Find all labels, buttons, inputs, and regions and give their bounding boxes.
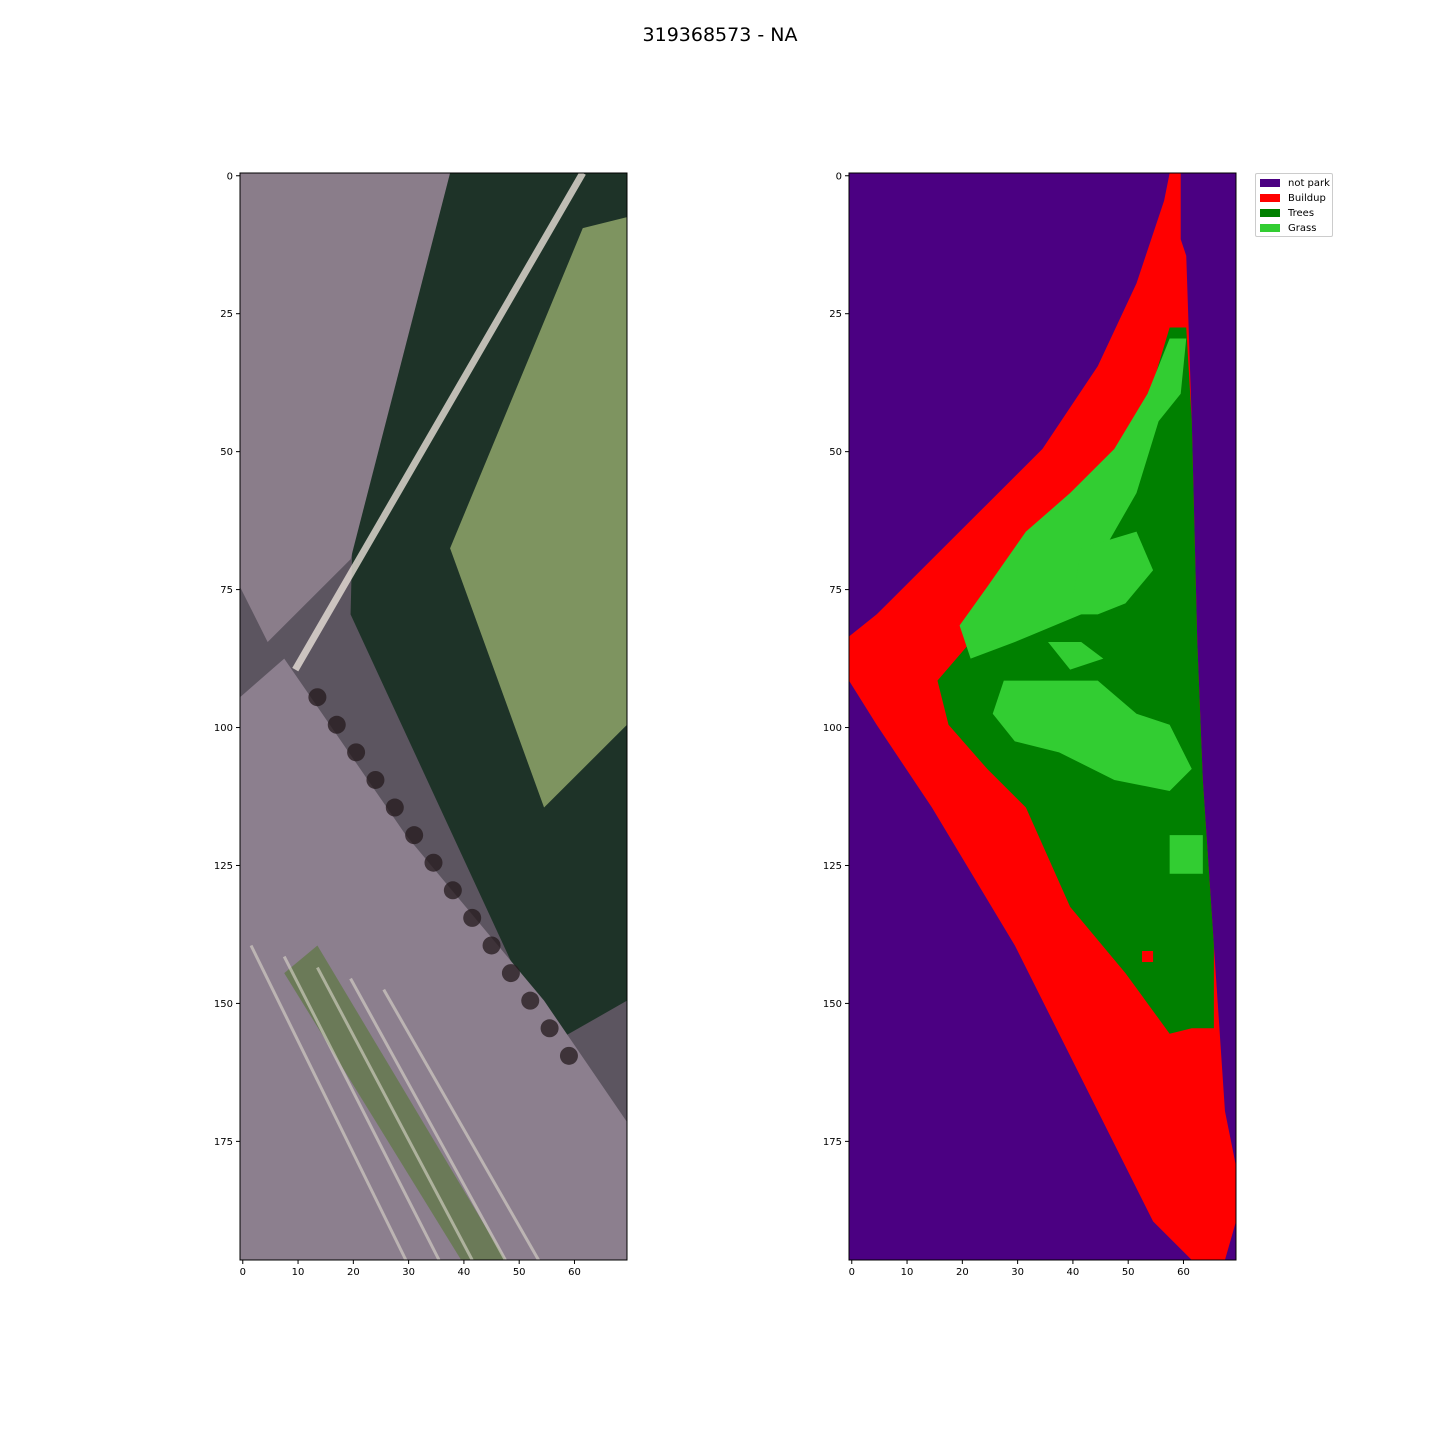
rgb-band-dark-strip <box>284 945 506 1260</box>
mask-y-tick-label: 150 <box>823 999 842 1010</box>
legend-swatch-buildup <box>1260 194 1280 202</box>
rgb-axes-frame <box>239 172 628 1261</box>
rgb-road-stripe <box>349 977 507 1260</box>
mask-y-tick-label: 75 <box>829 585 842 596</box>
rgb-road-stripe <box>282 955 441 1260</box>
rgb-tree-shadow <box>501 964 520 983</box>
mask-x-tick-label: 20 <box>956 1267 969 1278</box>
rgb-tree-shadow <box>424 853 443 872</box>
mask-y-tick-label: 125 <box>823 861 842 872</box>
rgb-tree-shadow <box>366 770 385 789</box>
figure-title: 319368573 - NA <box>642 24 798 46</box>
legend-label: not park <box>1288 177 1330 189</box>
rgb-tree-shadow <box>521 991 540 1010</box>
mask-x-tick-label: 30 <box>1011 1267 1024 1278</box>
rgb-band-road-upper <box>240 173 451 643</box>
rgb-y-tick-label: 0 <box>227 171 233 182</box>
rgb-tree-shadow <box>385 798 404 817</box>
rgb-x-tick-label: 30 <box>402 1267 415 1278</box>
mask-x-tick-label: 0 <box>849 1267 855 1278</box>
mask-region-grass <box>959 338 1187 659</box>
rgb-x-tick-label: 10 <box>292 1267 305 1278</box>
rgb-x-tick-label: 60 <box>568 1267 581 1278</box>
legend-label: Buildup <box>1288 192 1326 204</box>
legend-swatch-grass <box>1260 224 1280 232</box>
rgb-plot-area <box>240 173 627 1260</box>
legend-swatch-trees <box>1260 209 1280 217</box>
legend-item-grass: Grass <box>1260 222 1316 234</box>
rgb-x-tick-label: 40 <box>458 1267 471 1278</box>
mask-x-tick-label: 10 <box>901 1267 914 1278</box>
rgb-y-tick-label: 50 <box>220 447 233 458</box>
mask-x-tick-label: 60 <box>1177 1267 1190 1278</box>
legend: not park Buildup Trees Grass <box>1255 173 1333 237</box>
legend-item-not-park: not park <box>1260 177 1330 189</box>
rgb-y-tick-label: 175 <box>214 1137 233 1148</box>
mask-y-tick-label: 25 <box>829 309 842 320</box>
rgb-band-grass-median <box>450 217 627 808</box>
rgb-tree-shadow <box>327 715 346 734</box>
rgb-tree-shadow <box>405 826 424 845</box>
mask-y-tick-label: 100 <box>823 723 842 734</box>
mask-axes-frame <box>848 172 1237 1261</box>
mask-region-grass <box>1048 642 1104 670</box>
rgb-x-tick-label: 50 <box>513 1267 526 1278</box>
rgb-band-road-lower <box>240 658 627 1260</box>
rgb-tree-shadow <box>463 908 482 927</box>
legend-swatch-not-park <box>1260 179 1280 187</box>
mask-y-tick-label: 175 <box>823 1137 842 1148</box>
rgb-y-tick-label: 125 <box>214 861 233 872</box>
rgb-tree-shadow <box>540 1019 559 1038</box>
rgb-tree-shadow <box>308 688 327 707</box>
rgb-tree-shadow <box>482 936 501 955</box>
rgb-road-stripe <box>382 988 540 1260</box>
rgb-x-tick-label: 0 <box>240 1267 246 1278</box>
rgb-road-edge <box>292 173 586 672</box>
mask-region-grass <box>1070 531 1154 615</box>
mask-y-tick-label: 0 <box>836 171 842 182</box>
legend-item-trees: Trees <box>1260 207 1314 219</box>
rgb-tree-shadow <box>443 881 462 900</box>
rgb-road-stripe <box>316 966 474 1260</box>
rgb-y-tick-label: 150 <box>214 999 233 1010</box>
mask-region-buildup <box>1142 951 1154 963</box>
mask-plot-area <box>849 173 1236 1260</box>
mask-x-tick-label: 40 <box>1067 1267 1080 1278</box>
rgb-y-tick-label: 100 <box>214 723 233 734</box>
rgb-x-tick-label: 20 <box>347 1267 360 1278</box>
legend-label: Trees <box>1288 207 1315 219</box>
rgb-y-tick-label: 75 <box>220 585 233 596</box>
legend-label: Grass <box>1288 222 1317 234</box>
mask-y-tick-label: 50 <box>829 447 842 458</box>
rgb-tree-shadow <box>559 1046 578 1065</box>
mask-region-grass <box>992 680 1192 791</box>
legend-item-buildup: Buildup <box>1260 192 1326 204</box>
rgb-road-stripe <box>249 944 408 1260</box>
rgb-y-tick-label: 25 <box>220 309 233 320</box>
mask-region-grass <box>1169 835 1203 874</box>
mask-x-tick-label: 50 <box>1122 1267 1135 1278</box>
rgb-tree-shadow <box>347 743 366 762</box>
